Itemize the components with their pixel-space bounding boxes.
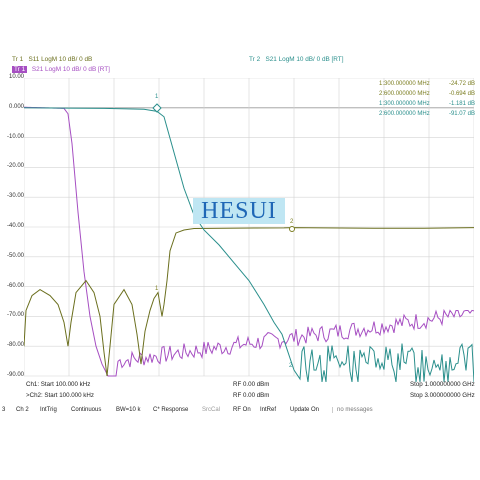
y-tick-label: -40.00 <box>6 223 24 229</box>
ch1-stop: Stop 1.000000000 GHz <box>410 381 475 388</box>
watermark-logo: HESUI <box>193 198 285 224</box>
marker-readout-id: 1: <box>379 101 385 107</box>
softkey-response[interactable]: C* Response <box>153 407 189 413</box>
y-tick-label: -90.00 <box>6 372 24 378</box>
marker-2-lower-label: 2 <box>289 363 293 369</box>
softkey-trigger[interactable]: IntTrig <box>40 407 57 413</box>
marker-readout-freq: 600.000000 MHz <box>384 91 430 97</box>
trace-tr2-teal <box>23 107 475 383</box>
marker-readout-row: 1:300.000000 MHz -24.72 dB <box>379 81 475 87</box>
softkey-sweep-mode[interactable]: Continuous <box>71 407 102 413</box>
softkey-srccal[interactable]: SrcCal <box>202 407 221 413</box>
trace-s21-purple <box>23 106 475 377</box>
marker-readout-row: 2:600.000000 MHz -91.07 dB <box>379 111 475 117</box>
y-tick-label: 10.00 <box>8 74 24 80</box>
trace2-desc: S21 LogM 10 dB/ 0 dB [RT] <box>265 56 344 63</box>
softkey-bandwidth[interactable]: BW=10 k <box>116 407 141 413</box>
marker-readout-freq: 600.000000 MHz <box>384 111 430 117</box>
marker-readout-value: -91.07 dB <box>448 111 475 117</box>
y-tick-label: 0.000 <box>8 103 24 110</box>
marker-2-point[interactable] <box>289 226 295 232</box>
marker-readout-value: -24.72 dB <box>448 81 475 87</box>
softkey-ch2[interactable]: Ch 2 <box>16 407 29 413</box>
analyzer-screen: Tr 1 S11 LogM 10 dB/ 0 dB Tr 1 S21 LogM … <box>0 52 480 420</box>
trace-tr1-olive <box>23 227 475 377</box>
marker-readout-row: 1:300.000000 MHz -1.181 dB <box>379 101 475 107</box>
marker-readout-freq: 300.000000 MHz <box>384 81 430 87</box>
marker-1-diamond[interactable] <box>152 103 162 113</box>
plot-svg <box>23 77 475 383</box>
ch2-stop: Stop 3.000000000 GHz <box>410 392 475 399</box>
marker-readout-freq: 300.000000 MHz <box>384 101 430 107</box>
marker-1-lower-label: 1 <box>155 286 159 292</box>
ch2-rf-power: RF 0.00 dBm <box>233 392 270 399</box>
grid <box>23 77 475 377</box>
marker-1-label: 1 <box>155 94 159 100</box>
trace1-desc: S11 LogM 10 dB/ 0 dB <box>28 56 93 63</box>
softkey-update[interactable]: Update On <box>290 407 320 413</box>
plot-area[interactable]: 1 2 1 2 <box>23 77 475 404</box>
trace2-label: Tr 2 <box>249 56 261 63</box>
marker-readout-id: 2: <box>379 111 385 117</box>
ch2-start: >Ch2: Start 100.000 kHz <box>26 392 94 399</box>
marker-readout-id: 2: <box>379 91 385 97</box>
marker-2-label: 2 <box>290 219 294 225</box>
status-softkey-bar: 3 Ch 2 IntTrig Continuous BW=10 k C* Res… <box>0 405 480 417</box>
y-tick-label: -10.00 <box>6 133 24 140</box>
y-tick-label: -20.00 <box>6 163 24 170</box>
y-tick-label: -70.00 <box>6 312 24 319</box>
trace2-header[interactable]: Tr 2 S21 LogM 10 dB/ 0 dB [RT] <box>249 56 344 63</box>
y-tick-label: -60.00 <box>6 282 24 289</box>
softkey-ch-number[interactable]: 3 <box>2 407 6 413</box>
trace1-s21-header[interactable]: Tr 1 S21 LogM 10 dB/ 0 dB [RT] <box>12 66 110 73</box>
ch1-rf-power: RF 0.00 dBm <box>233 381 270 388</box>
trace1-header[interactable]: Tr 1 S11 LogM 10 dB/ 0 dB <box>12 56 92 63</box>
marker-readout-value: -0.694 dB <box>448 91 475 97</box>
y-tick-label: -80.00 <box>6 342 24 349</box>
trace1-s21-label: Tr 1 <box>12 66 28 73</box>
ch1-start: Ch1: Start 100.000 kHz <box>26 381 91 388</box>
softkey-rf-on[interactable]: RF On <box>233 407 251 413</box>
marker-readout-id: 1: <box>379 81 385 87</box>
softkey-intref[interactable]: IntRef <box>260 407 277 413</box>
trace1-s21-desc: S21 LogM 10 dB/ 0 dB [RT] <box>31 66 110 73</box>
trace1-label: Tr 1 <box>12 56 24 63</box>
y-tick-label: -30.00 <box>6 193 24 200</box>
marker-readout-row: 2:600.000000 MHz -0.694 dB <box>379 91 475 97</box>
marker-readout-value: -1.181 dB <box>448 101 475 107</box>
y-tick-label: -50.00 <box>6 252 24 259</box>
message-area: no messages <box>332 407 373 413</box>
